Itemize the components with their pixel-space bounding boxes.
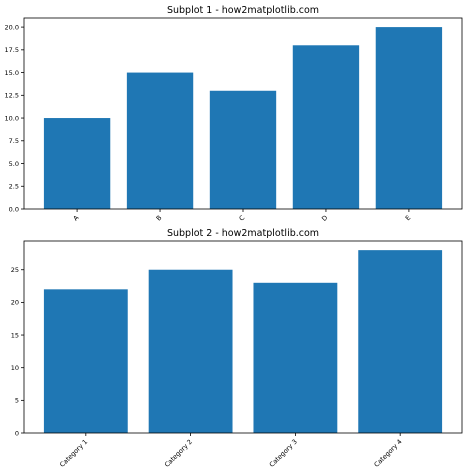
y-tick-label: 20 — [11, 299, 19, 307]
y-tick-label: 10.0 — [5, 114, 19, 122]
y-tick-label: 5.0 — [9, 160, 19, 168]
y-tick-label: 5 — [15, 397, 19, 405]
y-tick-label: 15 — [11, 331, 19, 339]
y-tick-label: 12.5 — [5, 92, 19, 100]
bar-category-3 — [253, 283, 337, 433]
y-tick-label: 17.5 — [5, 46, 19, 54]
y-tick-label: 7.5 — [9, 137, 19, 145]
x-tick-label: Category 2 — [163, 438, 194, 469]
bar-a — [44, 118, 110, 209]
bar-d — [293, 45, 359, 209]
y-tick-label: 10 — [11, 364, 19, 372]
x-tick-label: Category 4 — [373, 438, 404, 469]
y-tick-label: 25 — [11, 266, 19, 274]
y-tick-label: 0.0 — [9, 205, 19, 213]
x-tick-label: C — [238, 213, 247, 222]
x-tick-label: A — [72, 213, 81, 222]
bar-c — [210, 91, 276, 209]
x-tick-label: Category 1 — [58, 438, 89, 469]
x-tick-label: D — [320, 214, 329, 223]
bar-category-4 — [358, 250, 442, 433]
x-tick-label: B — [155, 214, 164, 223]
bar-category-2 — [149, 270, 233, 433]
bar-e — [376, 27, 442, 209]
y-tick-label: 15.0 — [5, 69, 19, 77]
y-tick-label: 0 — [15, 429, 19, 437]
y-tick-label: 2.5 — [9, 183, 19, 191]
bar-b — [127, 73, 193, 209]
x-tick-label: Category 3 — [268, 438, 299, 469]
subplot-2: Subplot 2 - how2matplotlib.com 0 5 10 15 20 25… — [11, 228, 462, 469]
chart-title: Subplot 1 - how2matplotlib.com — [167, 5, 319, 16]
x-tick-label: E — [404, 214, 413, 223]
bar-category-1 — [44, 289, 128, 433]
chart-title: Subplot 2 - how2matplotlib.com — [167, 228, 319, 239]
subplot-1: Subplot 1 - how2matplotlib.com 0.0 2.5 5.0 7… — [5, 5, 462, 223]
y-tick-label: 20.0 — [5, 23, 19, 31]
